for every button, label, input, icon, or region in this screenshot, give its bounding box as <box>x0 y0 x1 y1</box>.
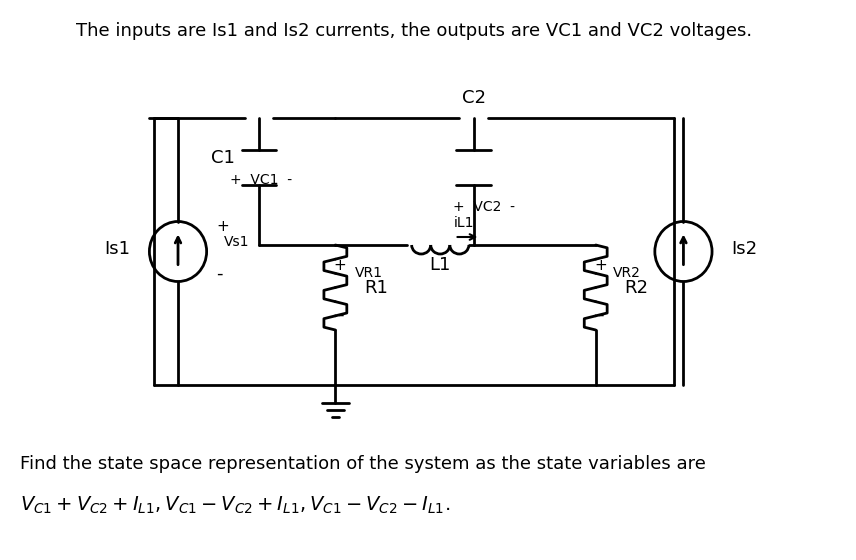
Text: The inputs are Is1 and Is2 currents, the outputs are VC1 and VC2 voltages.: The inputs are Is1 and Is2 currents, the… <box>76 22 752 40</box>
Text: $V_{C1}+V_{C2}+I_{L1},V_{C1}-V_{C2}+I_{L1},V_{C1}-V_{C2}-I_{L1}.$: $V_{C1}+V_{C2}+I_{L1},V_{C1}-V_{C2}+I_{L… <box>20 495 450 516</box>
Text: -: - <box>217 264 223 282</box>
Text: Is2: Is2 <box>731 240 758 258</box>
Text: +: + <box>594 258 607 273</box>
Text: +  VC2  -: + VC2 - <box>453 200 514 214</box>
Text: Is1: Is1 <box>104 240 130 258</box>
Text: -: - <box>337 306 343 324</box>
Text: Find the state space representation of the system as the state variables are: Find the state space representation of t… <box>20 455 705 473</box>
Text: C2: C2 <box>461 89 485 107</box>
Text: +: + <box>217 219 229 234</box>
Text: R2: R2 <box>624 278 648 296</box>
Text: C1: C1 <box>211 148 235 166</box>
Text: iL1: iL1 <box>454 216 474 230</box>
Text: VR1: VR1 <box>354 265 383 279</box>
Text: Vs1: Vs1 <box>223 235 249 249</box>
Text: +: + <box>334 258 347 273</box>
Text: -: - <box>597 306 603 324</box>
Text: VR2: VR2 <box>613 265 641 279</box>
Text: +  VC1  -: + VC1 - <box>230 173 293 187</box>
Text: L1: L1 <box>430 256 451 274</box>
Text: R1: R1 <box>364 278 388 296</box>
